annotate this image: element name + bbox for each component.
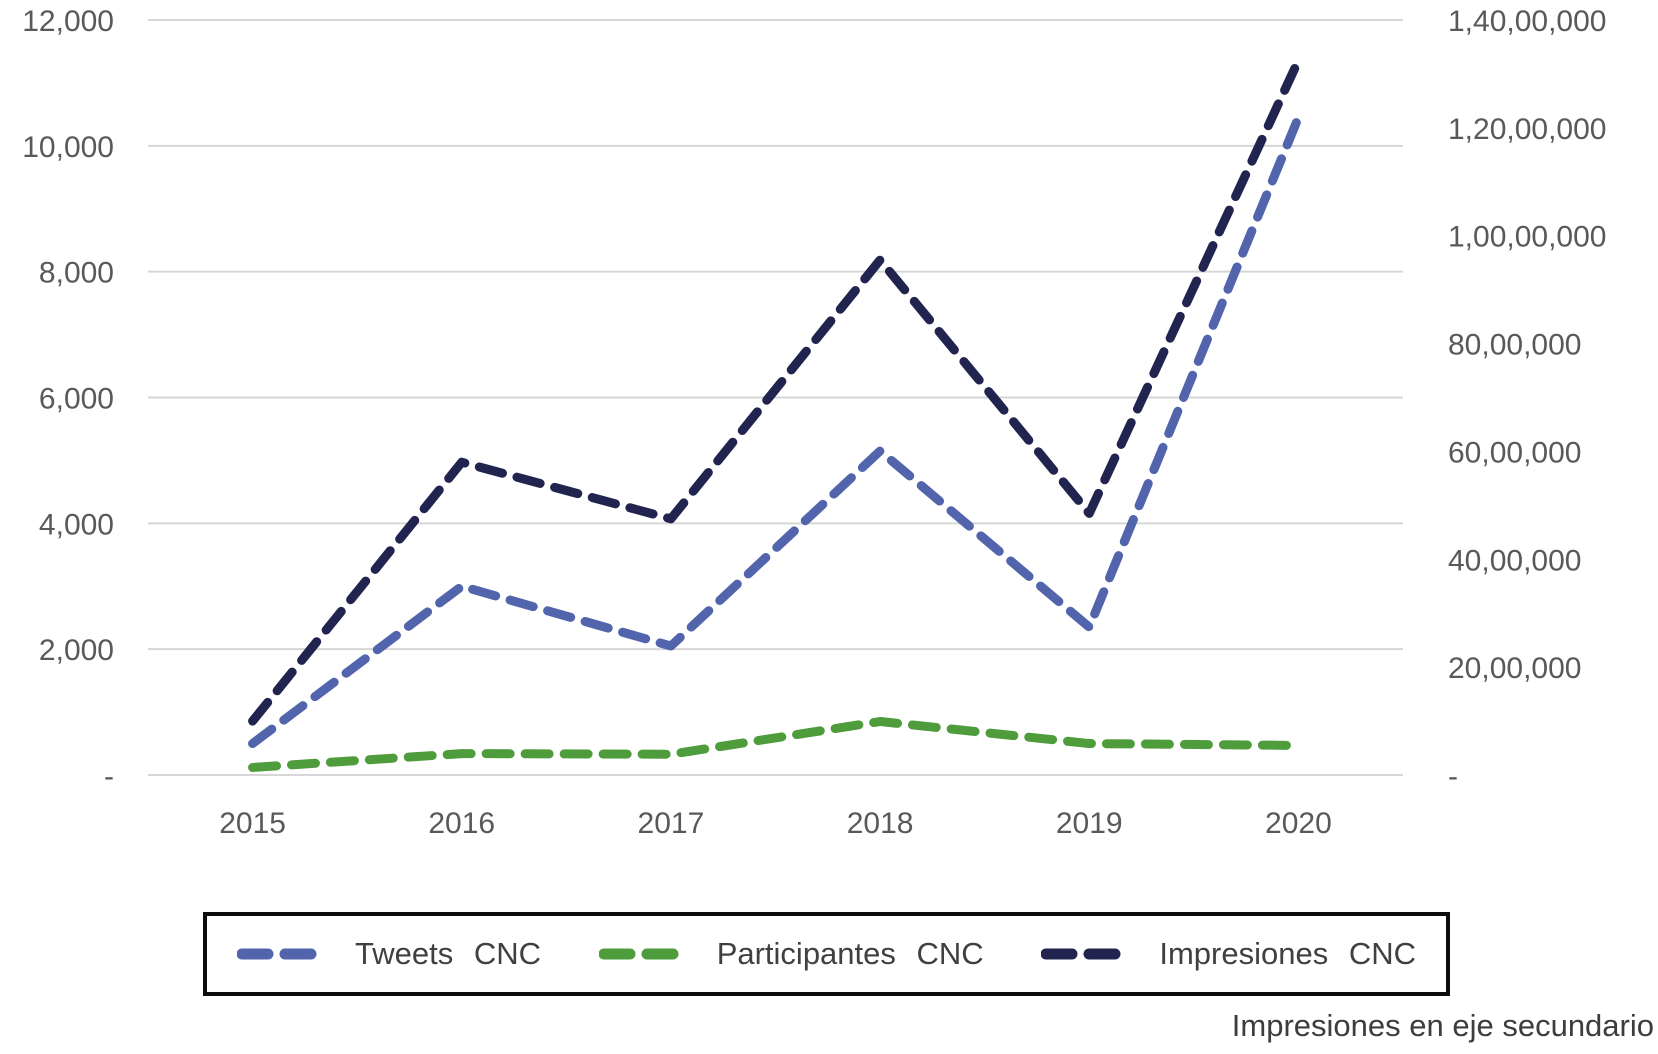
y-axis-left-tick-label: 8,000 — [39, 257, 114, 290]
y-axis-left-tick-label: - — [104, 760, 114, 793]
y-axis-right-tick-label: 80,00,000 — [1448, 329, 1581, 362]
x-axis-tick-label: 2020 — [1265, 807, 1332, 840]
legend-item-impresiones: Impresiones CNC — [1041, 936, 1416, 972]
x-axis-tick-label: 2016 — [428, 807, 495, 840]
legend-label-impresiones: Impresiones CNC — [1159, 936, 1416, 971]
x-axis-tick-label: 2017 — [638, 807, 705, 840]
y-axis-right-tick-label: 1,00,00,000 — [1448, 221, 1606, 254]
y-axis-right-tick-label: - — [1448, 760, 1458, 793]
legend-label-tweets: Tweets CNC — [355, 936, 541, 971]
legend-label-participantes: Participantes CNC — [716, 936, 984, 971]
y-axis-left-tick-label: 2,000 — [39, 634, 114, 667]
series-line-tweets — [248, 113, 1303, 749]
y-axis-right-tick-label: 20,00,000 — [1448, 652, 1581, 685]
y-axis-right-tick-label: 1,40,00,000 — [1448, 5, 1606, 38]
y-axis-right-tick-label: 60,00,000 — [1448, 436, 1581, 469]
x-axis-tick-label: 2018 — [847, 807, 914, 840]
tweets-dash-swatch-icon — [237, 948, 333, 960]
legend: Tweets CNC Participantes CNC Impresiones… — [203, 912, 1450, 996]
x-axis-tick-label: 2019 — [1056, 807, 1123, 840]
x-axis-tick-label: 2015 — [219, 807, 286, 840]
y-axis-right-tick-label: 40,00,000 — [1448, 544, 1581, 577]
y-axis-left-tick-label: 12,000 — [22, 5, 114, 38]
y-axis-right-tick-label: 1,20,00,000 — [1448, 113, 1606, 146]
y-axis-left-tick-label: 4,000 — [39, 508, 114, 541]
y-axis-left-tick-label: 10,000 — [22, 131, 114, 164]
participantes-dash-swatch-icon — [598, 948, 695, 960]
series-line-impresiones — [248, 55, 1303, 726]
y-axis-left-tick-label: 6,000 — [39, 383, 114, 416]
impresiones-dash-swatch-icon — [1041, 948, 1138, 960]
plot-area: - 2,000 4,000 6,000 8,000 10,000 12,000 - 20,00,… — [22, 5, 1606, 840]
legend-item-participantes: Participantes CNC — [598, 936, 984, 972]
series-line-participantes — [248, 717, 1303, 772]
legend-item-tweets: Tweets CNC — [237, 936, 541, 972]
secondary-axis-note: Impresiones en eje secundario — [1231, 1008, 1654, 1043]
